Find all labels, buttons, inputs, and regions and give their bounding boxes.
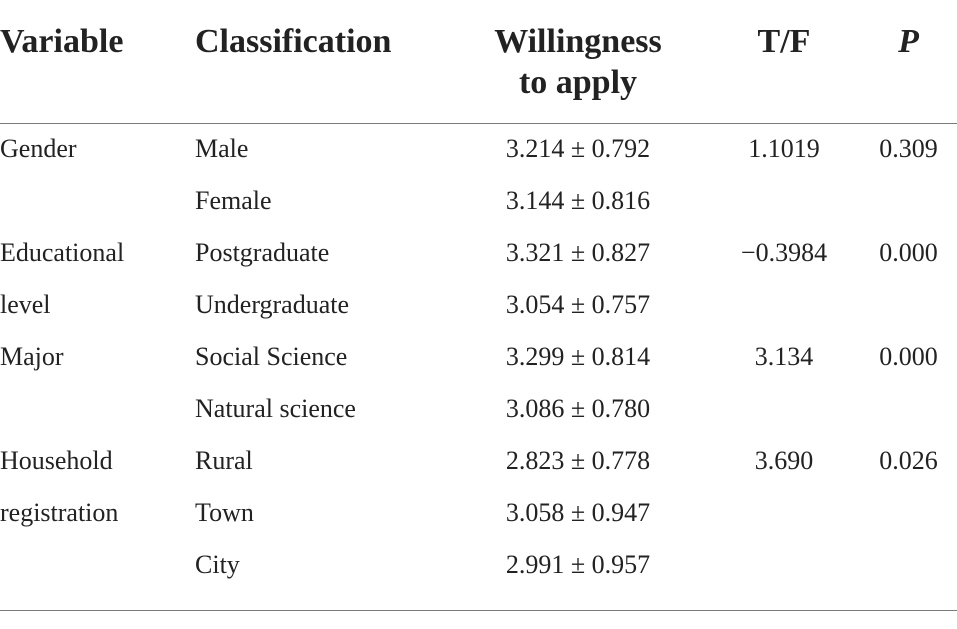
cell-variable: Household xyxy=(0,446,113,475)
cell-classification: City xyxy=(195,550,240,579)
bottom-rule xyxy=(0,610,957,611)
cell-willingness: 3.214 ± 0.792 xyxy=(505,134,651,163)
cell-classification: Town xyxy=(195,498,254,527)
cell-p: 0.000 xyxy=(879,238,938,267)
cell-tf: 1.1019 xyxy=(748,134,820,163)
cell-variable: level xyxy=(0,290,51,319)
header-willingness-line1: Willingness xyxy=(494,23,662,60)
cell-classification: Female xyxy=(195,186,272,215)
cell-classification: Natural science xyxy=(195,394,356,423)
cell-p: 0.026 xyxy=(879,446,938,475)
cell-classification: Social Science xyxy=(195,342,348,371)
header-tf: T/F xyxy=(757,23,811,60)
cell-willingness: 3.054 ± 0.757 xyxy=(505,290,651,319)
cell-variable: Gender xyxy=(0,134,77,163)
cell-variable: registration xyxy=(0,498,119,527)
cell-classification: Rural xyxy=(195,446,253,475)
cell-classification: Postgraduate xyxy=(195,238,330,267)
cell-variable: Major xyxy=(0,342,64,371)
cell-willingness: 3.058 ± 0.947 xyxy=(505,498,651,527)
cell-willingness: 2.823 ± 0.778 xyxy=(505,446,651,475)
cell-willingness: 3.086 ± 0.780 xyxy=(505,394,651,423)
cell-willingness: 3.299 ± 0.814 xyxy=(505,342,651,371)
cell-classification: Undergraduate xyxy=(195,290,350,319)
header-rule xyxy=(0,123,957,124)
header-classification: Classification xyxy=(195,23,392,60)
cell-tf: 3.134 xyxy=(754,342,814,371)
cell-classification: Male xyxy=(195,134,249,163)
cell-willingness: 3.321 ± 0.827 xyxy=(505,238,651,267)
header-p: P xyxy=(898,23,919,60)
cell-tf: −0.3984 xyxy=(740,238,828,267)
cell-willingness: 2.991 ± 0.957 xyxy=(505,550,651,579)
cell-variable: Educational xyxy=(0,238,125,267)
header-willingness-line2: to apply xyxy=(518,64,638,101)
header-variable: Variable xyxy=(0,23,124,60)
cell-tf: 3.690 xyxy=(754,446,814,475)
cell-p: 0.000 xyxy=(879,342,938,371)
cell-willingness: 3.144 ± 0.816 xyxy=(505,186,651,215)
cell-p: 0.309 xyxy=(879,134,938,163)
